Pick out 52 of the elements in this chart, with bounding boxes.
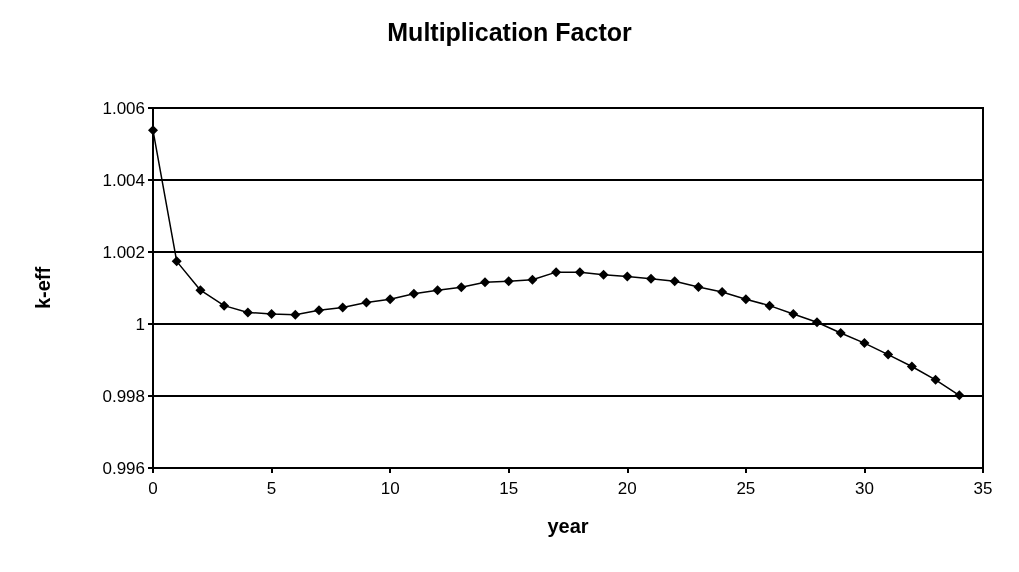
point — [219, 300, 230, 311]
point — [788, 308, 799, 319]
point — [195, 285, 206, 296]
point — [551, 267, 562, 278]
x-tick-label: 10 — [380, 479, 400, 498]
x-tick-label: 35 — [973, 479, 993, 498]
y-tick-label: 1.002 — [102, 242, 145, 262]
point — [148, 125, 158, 136]
y-axis-title: k-eff — [32, 266, 54, 310]
point — [574, 267, 585, 278]
point — [171, 256, 182, 267]
point — [717, 286, 728, 297]
x-tick-label: 0 — [148, 479, 158, 498]
point — [361, 297, 372, 308]
x-tick-label: 5 — [266, 479, 277, 498]
point — [764, 300, 775, 311]
point — [812, 317, 822, 328]
point — [432, 285, 443, 296]
x-tick-label: 20 — [617, 479, 637, 498]
x-tick-label: 15 — [499, 479, 519, 498]
point — [622, 271, 633, 282]
point — [480, 277, 490, 288]
point — [740, 294, 751, 305]
point — [337, 302, 348, 313]
point — [290, 309, 301, 320]
point — [930, 374, 941, 385]
y-tick-label: 1 — [135, 314, 145, 334]
chart-title: Multiplication Factor — [387, 17, 632, 46]
y-tick-label: 1.004 — [102, 170, 145, 190]
point — [242, 307, 253, 318]
x-tick-label: 25 — [736, 479, 756, 498]
point — [906, 361, 917, 372]
point — [456, 282, 467, 293]
point — [954, 390, 965, 401]
point — [598, 269, 609, 280]
y-tick-label: 0.998 — [102, 386, 145, 406]
x-axis-title: year — [547, 515, 589, 537]
point — [527, 274, 538, 285]
point — [835, 328, 846, 338]
point — [314, 305, 324, 316]
y-tick-label: 0.996 — [102, 458, 145, 478]
point — [408, 288, 419, 299]
point — [693, 281, 704, 292]
point — [859, 338, 870, 349]
point — [669, 276, 680, 287]
point — [646, 273, 656, 284]
point — [266, 308, 277, 319]
y-tick-label: 1.006 — [102, 98, 145, 118]
point — [503, 276, 514, 287]
point — [385, 294, 396, 305]
point — [883, 349, 894, 360]
x-tick-label: 30 — [854, 479, 874, 498]
